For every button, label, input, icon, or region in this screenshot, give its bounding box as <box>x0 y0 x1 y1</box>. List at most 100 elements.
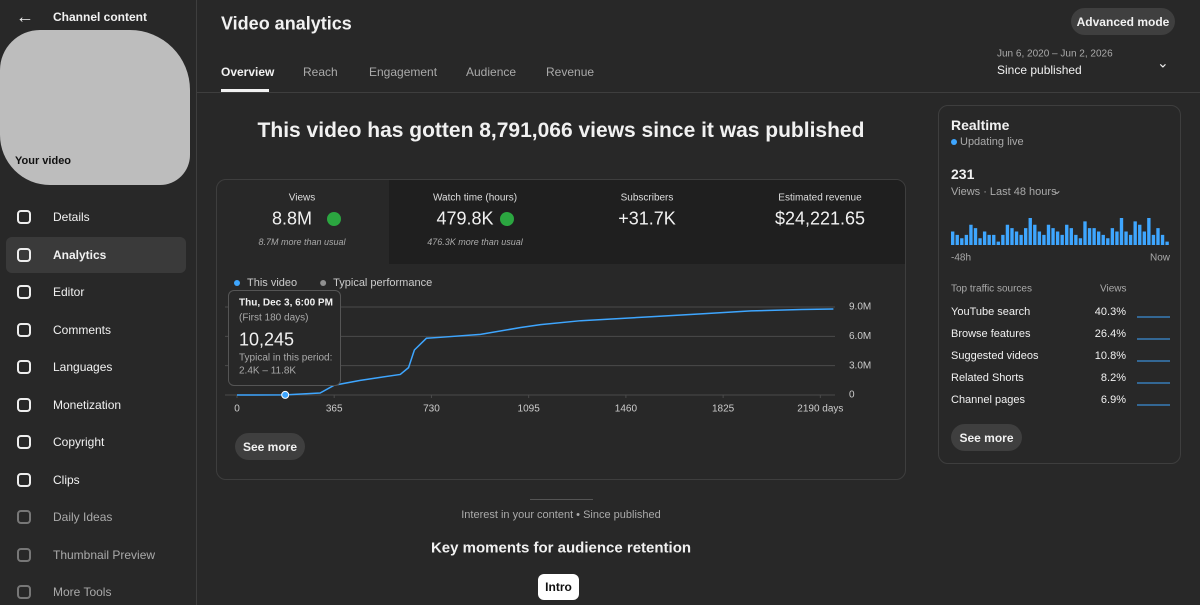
source-share: 40.3% <box>1094 306 1126 318</box>
metric-label[interactable]: Subscribers <box>620 192 674 204</box>
nav-item[interactable]: Editor <box>53 285 85 299</box>
y-tick-label: 3.0M <box>849 360 871 371</box>
realtime-bar <box>1115 231 1119 245</box>
nav-item[interactable]: Analytics <box>53 247 107 262</box>
realtime-bar <box>1010 228 1014 245</box>
realtime-bar <box>1083 221 1087 245</box>
realtime-bar <box>1028 218 1032 245</box>
nav-item[interactable]: Languages <box>53 360 113 374</box>
tab[interactable]: Audience <box>466 65 517 79</box>
metric-label[interactable]: Estimated revenue <box>778 192 862 204</box>
realtime-bar <box>1078 238 1083 245</box>
realtime-bar <box>969 224 973 245</box>
x-tick-label: 730 <box>423 404 440 415</box>
back-arrow[interactable]: ← <box>16 6 34 27</box>
nav-icon[interactable] <box>17 397 31 412</box>
realtime-card <box>938 105 1181 464</box>
metric-tabs-bg <box>389 180 905 264</box>
legend-label: This video <box>247 277 297 289</box>
realtime-bar <box>973 228 978 245</box>
realtime-period[interactable]: Views · Last 48 hours <box>951 186 1057 198</box>
realtime-end: Now <box>1149 252 1170 264</box>
realtime-bar <box>1128 234 1133 245</box>
metric-value[interactable]: 479.8K <box>436 208 494 229</box>
header-divider <box>197 92 1200 93</box>
nav-icon[interactable] <box>17 585 31 599</box>
source-name: Suggested videos <box>951 350 1039 362</box>
nav-icon[interactable] <box>17 285 31 299</box>
metric-label[interactable]: Views <box>288 192 316 204</box>
realtime-bar <box>1046 224 1051 245</box>
realtime-bar <box>1147 218 1151 245</box>
tooltip-typical-label: Typical in this period: <box>239 352 333 364</box>
metric-value[interactable]: +31.7K <box>618 208 676 229</box>
realtime-bar <box>1142 231 1146 245</box>
x-tick-label: 365 <box>326 404 343 415</box>
y-tick-label: 9.0M <box>849 302 871 313</box>
nav-item[interactable]: Daily Ideas <box>53 510 113 524</box>
tooltip-typical-range: 2.4K – 11.8K <box>239 365 297 377</box>
realtime-see-more[interactable]: See more <box>951 424 1022 451</box>
realtime-bar <box>1119 218 1124 245</box>
intro-button[interactable]: Intro <box>538 574 579 600</box>
nav-icon[interactable] <box>17 472 31 487</box>
realtime-bar <box>1106 238 1110 245</box>
see-more-button[interactable]: See more <box>235 433 305 460</box>
realtime-title: Realtime <box>951 117 1010 133</box>
x-tick-label: 2190 days <box>797 404 843 415</box>
realtime-bar <box>1042 234 1046 245</box>
x-tick-label: 0 <box>234 404 240 415</box>
metrics-card <box>216 179 906 480</box>
period[interactable]: Since published <box>997 63 1082 77</box>
hover-point <box>281 390 290 399</box>
realtime-bar <box>1133 221 1137 245</box>
metric-value[interactable]: 8.8M <box>271 208 313 229</box>
source-name: Related Shorts <box>951 372 1024 384</box>
realtime-bar <box>992 234 996 245</box>
sidebar-title: Channel content <box>53 10 148 24</box>
nav-icon[interactable] <box>17 210 31 224</box>
realtime-bar <box>1001 234 1005 245</box>
realtime-bar <box>1051 228 1055 245</box>
legend-label: Typical performance <box>333 277 432 289</box>
nav-item[interactable]: Copyright <box>53 435 105 449</box>
nav-icon[interactable] <box>17 360 31 374</box>
source-name: Browse features <box>951 328 1031 340</box>
metric-value[interactable]: $24,221.65 <box>774 208 866 229</box>
tab[interactable]: Revenue <box>546 65 595 79</box>
nav-icon[interactable] <box>17 547 31 562</box>
video-label: Your video <box>15 155 72 167</box>
nav-item[interactable]: Monetization <box>53 397 122 412</box>
realtime-bar <box>1074 234 1078 245</box>
realtime-start: -48h <box>951 252 972 264</box>
realtime-chevron[interactable]: ⌄ <box>1052 183 1063 197</box>
nav-item[interactable]: More Tools <box>53 585 112 599</box>
nav-icon[interactable] <box>17 435 31 449</box>
realtime-bar <box>1014 231 1019 245</box>
tab[interactable]: Engagement <box>369 65 438 79</box>
source-share: 26.4% <box>1094 328 1126 340</box>
realtime-bar <box>1087 228 1092 245</box>
metric-label[interactable]: Watch time (hours) <box>432 192 518 204</box>
realtime-total: 231 <box>951 166 975 182</box>
nav-item[interactable]: Comments <box>53 322 112 337</box>
nav-item[interactable]: Thumbnail Preview <box>53 547 156 562</box>
nav-item[interactable]: Clips <box>53 472 80 487</box>
y-tick-label: 6.0M <box>849 331 871 342</box>
tab[interactable]: Overview <box>221 65 275 79</box>
nav-icon[interactable] <box>17 247 31 262</box>
nav-icon[interactable] <box>17 322 31 337</box>
nav-item[interactable]: Details <box>53 210 90 224</box>
advanced-mode-button[interactable]: Advanced mode <box>1071 8 1175 35</box>
realtime-bar <box>1165 241 1169 245</box>
tooltip-value: 10,245 <box>239 329 295 350</box>
section-divider <box>530 499 593 500</box>
period-chevron[interactable]: ⌄ <box>1157 54 1169 71</box>
nav-icon[interactable] <box>17 510 31 524</box>
tab[interactable]: Reach <box>303 65 338 79</box>
page-title: Video analytics <box>221 13 352 34</box>
redacted-thumbnail <box>0 30 190 185</box>
realtime-bar <box>964 234 969 245</box>
